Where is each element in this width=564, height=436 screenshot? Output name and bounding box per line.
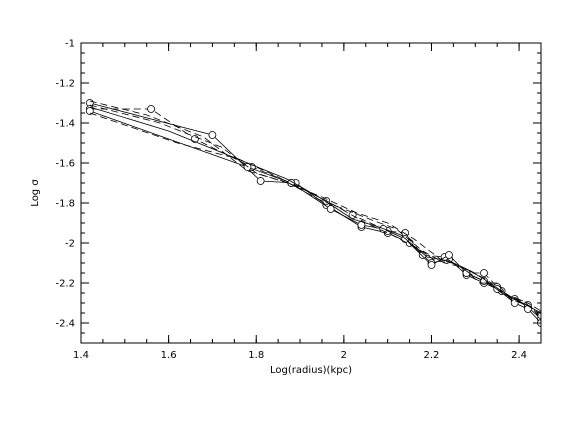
y-tick-label: -2	[65, 239, 75, 250]
x-tick-label: 2.2	[424, 350, 440, 361]
axis-layer: 1.4 1.6 1.8 2 2.2 2.4 -1 -1.2 -1.4 -1.6 -1.8 -2 -2.2…	[55, 39, 542, 361]
series-group	[85, 107, 541, 327]
series-group	[85, 105, 541, 319]
series-group	[89, 112, 541, 322]
plot-layer	[85, 99, 541, 327]
y-tick-label: -1.4	[55, 119, 75, 130]
series-group	[89, 100, 541, 312]
x-tick-label: 1.6	[161, 350, 177, 361]
series-line	[89, 100, 541, 312]
series-line	[89, 108, 541, 316]
series-line	[89, 112, 541, 322]
series-group	[89, 106, 541, 314]
series-group	[89, 104, 541, 318]
data-point	[480, 269, 488, 277]
series-line	[89, 104, 541, 318]
data-point	[147, 105, 156, 113]
y-tick-label: -1.8	[55, 199, 75, 210]
x-tick-label: 1.8	[248, 350, 264, 361]
x-axis-label: Log(radius)(kpc)	[270, 365, 352, 376]
series-group	[85, 99, 541, 323]
y-tick-label: -2.4	[55, 319, 75, 330]
data-point	[510, 299, 519, 307]
y-tick-label: -2.2	[55, 279, 75, 290]
data-point	[445, 251, 453, 259]
data-point	[256, 177, 265, 185]
series-line	[89, 106, 541, 314]
x-tick-label: 2	[341, 350, 347, 361]
data-point	[85, 107, 94, 115]
series-line	[89, 110, 541, 324]
y-tick-label: -1	[65, 39, 75, 50]
data-point	[208, 131, 217, 139]
x-tick-label: 1.4	[73, 350, 89, 361]
data-point	[326, 205, 335, 213]
data-point	[427, 261, 436, 269]
y-axis-label: Log σ	[30, 179, 41, 207]
y-tick-label: -1.6	[55, 159, 75, 170]
x-tick-label: 2.4	[511, 350, 527, 361]
y-tick-label: -1.2	[55, 79, 75, 90]
